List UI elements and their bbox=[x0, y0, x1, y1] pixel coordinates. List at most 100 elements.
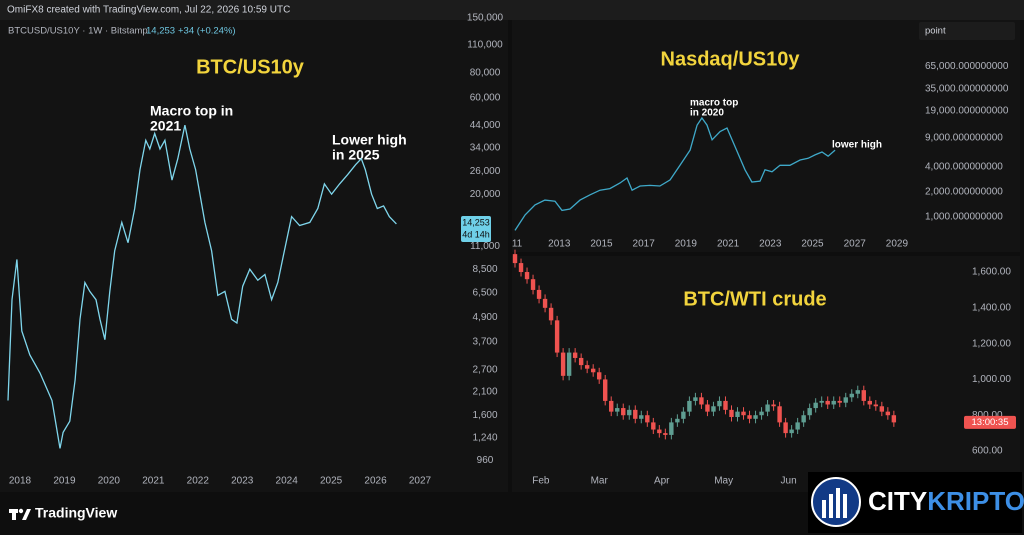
y-tick-label: 35,000.000000000 bbox=[925, 83, 1009, 94]
x-tick-label: 2023 bbox=[231, 476, 254, 487]
logo-shape bbox=[12, 509, 16, 520]
candle-body bbox=[735, 411, 740, 418]
y-tick-label: 11,000 bbox=[470, 241, 500, 252]
icon-bar bbox=[843, 494, 847, 518]
candle-body bbox=[675, 418, 680, 423]
candle-body bbox=[566, 352, 572, 376]
candle-body bbox=[603, 379, 608, 401]
y-tick-label: 6,500 bbox=[472, 287, 497, 298]
x-tick-label: May bbox=[714, 476, 733, 487]
candle-body bbox=[663, 433, 668, 435]
y-tick-label: 2,100 bbox=[472, 386, 497, 397]
line-series bbox=[514, 116, 836, 231]
candle-body bbox=[681, 411, 686, 419]
candle-body bbox=[777, 406, 782, 423]
y-tick-label: 19,000.000000000 bbox=[925, 105, 1009, 116]
countdown-badge bbox=[964, 415, 1016, 429]
candle-body bbox=[584, 365, 590, 369]
candle-body bbox=[518, 263, 524, 273]
candle-body bbox=[669, 422, 674, 435]
symbol: BTCUSD/US10Y · 1W · Bitstamp bbox=[8, 26, 148, 37]
candle-body bbox=[615, 408, 620, 412]
x-tick-label: 2026 bbox=[364, 476, 387, 487]
x-tick-label: 2023 bbox=[759, 239, 782, 250]
brand-icon-bars bbox=[822, 488, 847, 518]
annotation: in 2020 bbox=[690, 108, 724, 119]
candle-body bbox=[645, 415, 650, 423]
x-tick-label: 2029 bbox=[886, 239, 909, 250]
y-tick-label: 65,000.000000000 bbox=[925, 61, 1009, 72]
icon-bar bbox=[836, 488, 840, 518]
x-tick-label: Jun bbox=[781, 476, 797, 487]
x-tick-label: Apr bbox=[654, 476, 670, 487]
x-tick-label: 2027 bbox=[409, 476, 432, 487]
candle-body bbox=[873, 404, 879, 407]
candle-body bbox=[831, 400, 836, 405]
y-tick-label: 1,000.000000000 bbox=[925, 212, 1003, 223]
scale-mode-box[interactable] bbox=[919, 22, 1015, 40]
y-tick-label: 1,400.00 bbox=[972, 302, 1011, 313]
x-tick-label: 2025 bbox=[801, 239, 824, 250]
candle-body bbox=[789, 429, 794, 434]
candle-body bbox=[548, 307, 554, 321]
logo-shape bbox=[22, 509, 31, 520]
candle-body bbox=[657, 429, 662, 434]
annotation: macro top bbox=[690, 98, 738, 109]
countdown: 13:00:35 bbox=[972, 417, 1009, 428]
panel bbox=[512, 20, 1020, 252]
candle-body bbox=[819, 400, 824, 403]
candle-body bbox=[885, 411, 891, 416]
icon-bar bbox=[822, 500, 826, 518]
candle-body bbox=[801, 415, 806, 423]
panel bbox=[512, 256, 1020, 492]
x-tick-label: 2021 bbox=[717, 239, 740, 250]
candle-body bbox=[578, 357, 584, 366]
y-tick-label: 9,000.000000000 bbox=[925, 132, 1003, 143]
candle-body bbox=[795, 422, 800, 430]
candle-body bbox=[729, 409, 734, 418]
y-tick-label: 1,000.00 bbox=[972, 374, 1011, 385]
y-tick-label: 8,500 bbox=[472, 264, 497, 275]
y-tick-label: 20,000 bbox=[470, 189, 501, 200]
chart-title: BTC/WTI crude bbox=[683, 288, 826, 310]
candle-body bbox=[699, 397, 704, 405]
x-tick-label: 2013 bbox=[548, 239, 571, 250]
last-price-badge bbox=[461, 216, 491, 242]
top-bar bbox=[0, 0, 1024, 20]
countdown: 4d 14h bbox=[462, 229, 490, 239]
x-tick-label: 2027 bbox=[844, 239, 867, 250]
y-tick-label: 4,900 bbox=[472, 312, 497, 323]
scale-mode[interactable]: point bbox=[925, 26, 946, 37]
candle-body bbox=[807, 408, 812, 416]
candle-body bbox=[621, 408, 626, 416]
candle-body bbox=[813, 402, 818, 409]
candle-body bbox=[627, 409, 632, 416]
x-tick-label: 2025 bbox=[320, 476, 343, 487]
y-tick-label: 44,000 bbox=[470, 120, 501, 131]
x-tick-label: 2021 bbox=[142, 476, 165, 487]
candle-body bbox=[849, 393, 854, 398]
candle-body bbox=[711, 406, 716, 412]
candle-body bbox=[741, 411, 746, 416]
candle-body bbox=[891, 415, 897, 423]
annotation: Lower high bbox=[332, 132, 407, 148]
brand-part: CITY bbox=[868, 486, 927, 516]
candle-body bbox=[651, 422, 656, 430]
annotation: lower high bbox=[832, 140, 882, 151]
x-tick-label: Feb bbox=[532, 476, 550, 487]
x-tick-label: 2020 bbox=[98, 476, 121, 487]
change: +34 (+0.24%) bbox=[178, 26, 236, 37]
candle-body bbox=[693, 397, 698, 401]
candle-body bbox=[639, 415, 644, 419]
candle-body bbox=[560, 352, 566, 376]
annotation: in 2025 bbox=[332, 147, 380, 163]
chart-title: BTC/US10y bbox=[196, 56, 305, 78]
x-tick-label: 2019 bbox=[675, 239, 698, 250]
y-tick-label: 960 bbox=[477, 455, 494, 466]
x-tick-label: 2017 bbox=[633, 239, 656, 250]
candle-body bbox=[554, 320, 560, 353]
candle-body bbox=[705, 404, 710, 412]
candle-body bbox=[843, 397, 848, 403]
y-tick-label: 2,000.000000000 bbox=[925, 187, 1003, 198]
